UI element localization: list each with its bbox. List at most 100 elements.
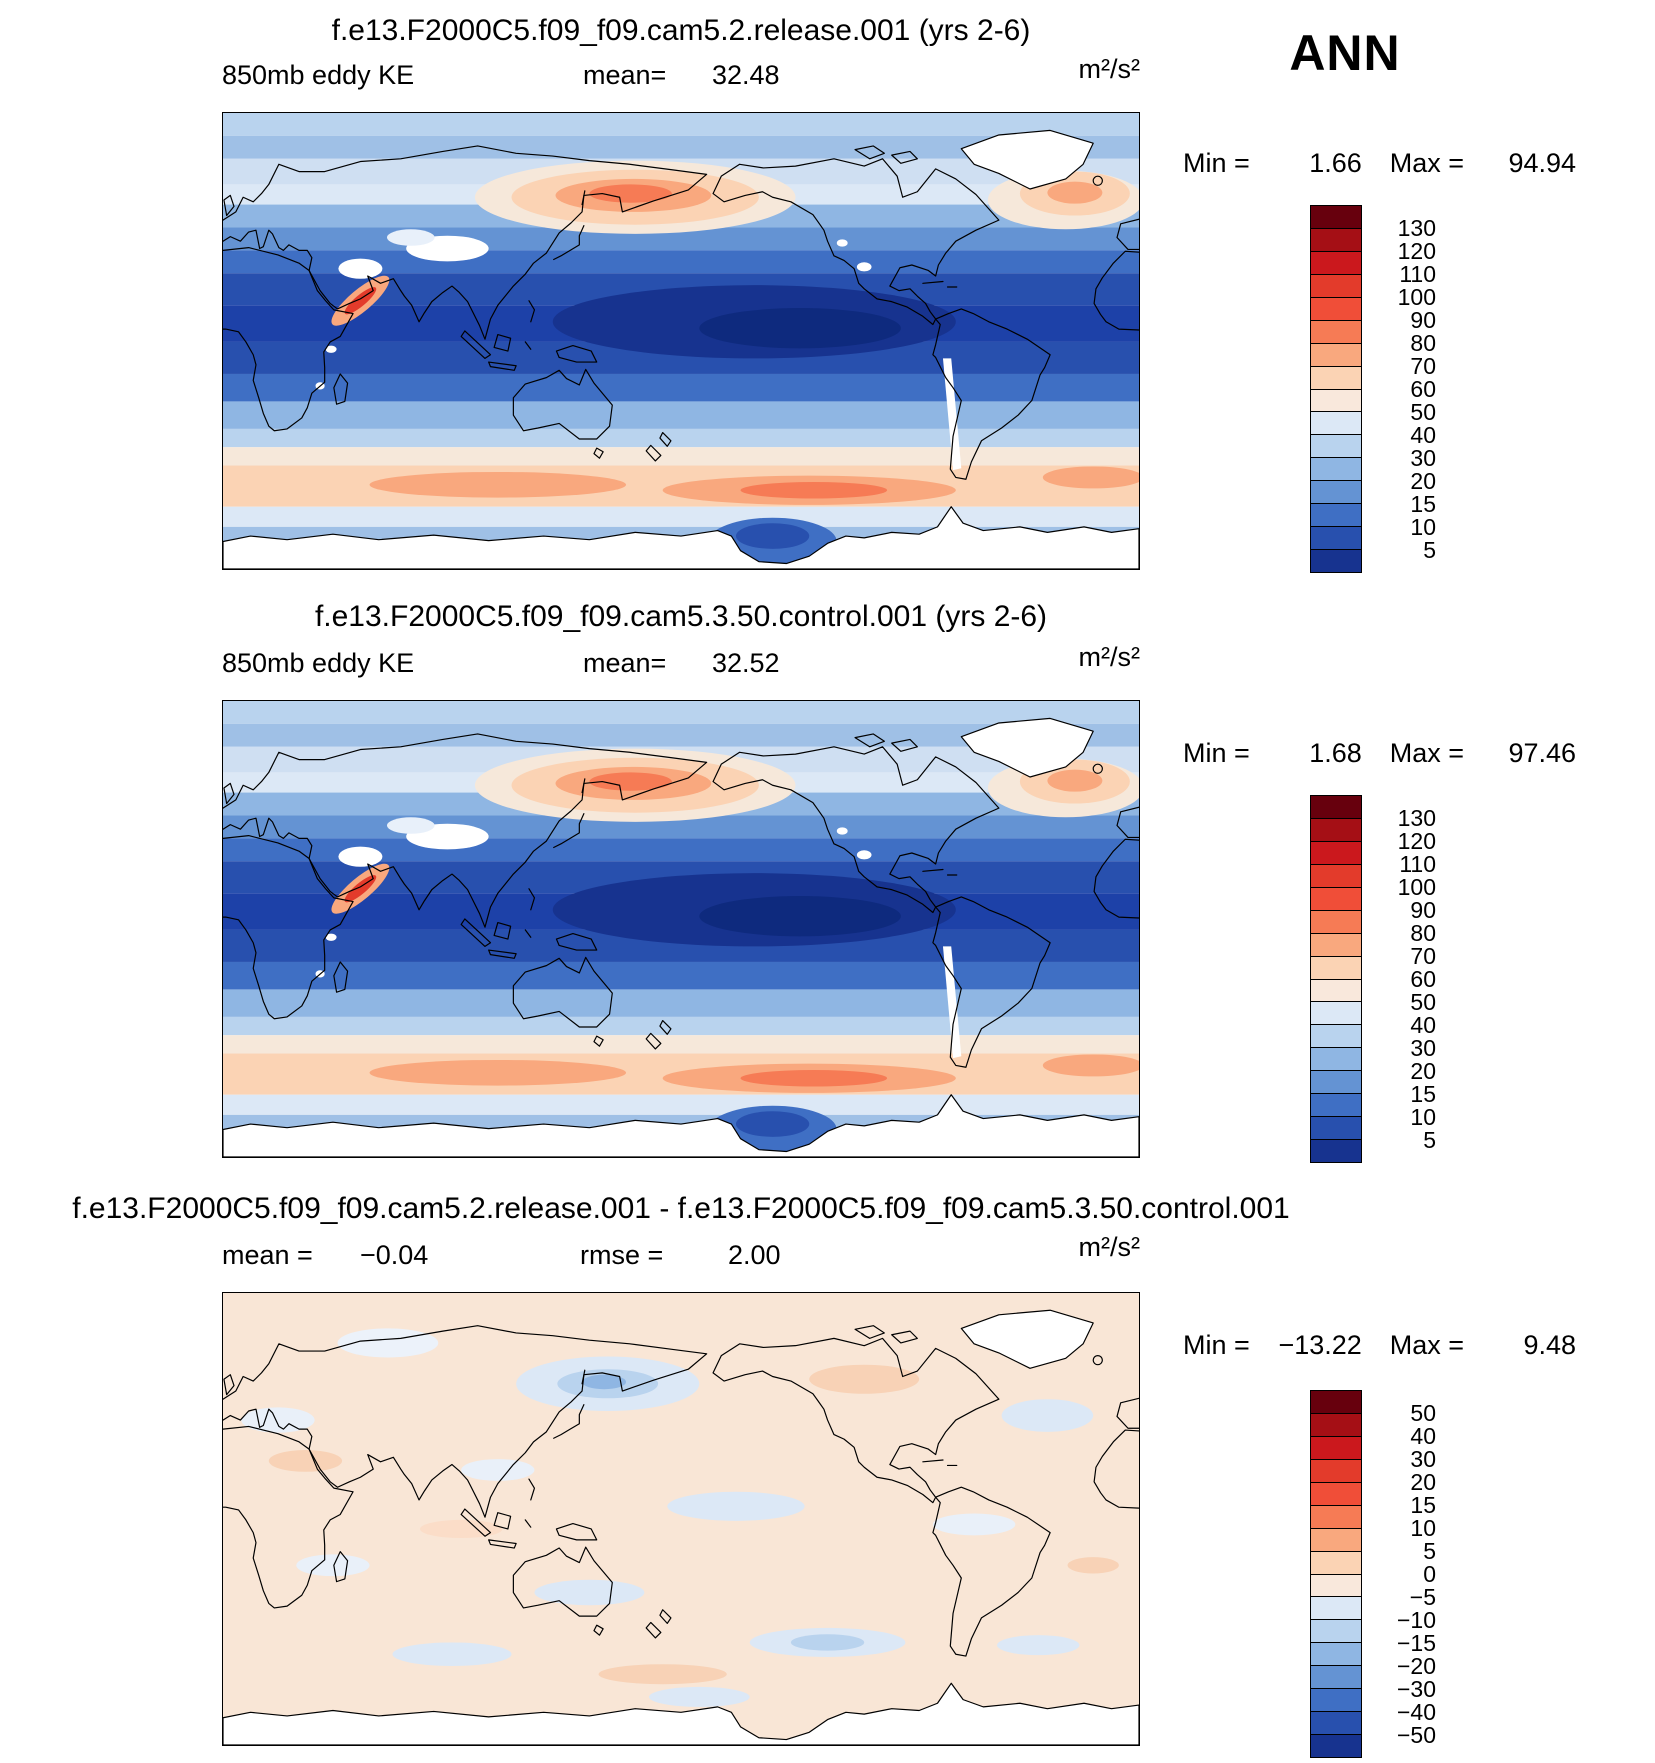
colorbar-cell: [1311, 1574, 1361, 1598]
panel3-map: [222, 1292, 1140, 1746]
panel3-max-value: 9.48: [1523, 1330, 1577, 1360]
panel1-field-label: 850mb eddy KE: [222, 60, 415, 90]
colorbar-cell: [1311, 206, 1361, 229]
colorbar-tick: 70: [1410, 352, 1436, 379]
colorbar-cell: [1311, 320, 1361, 344]
panel3-minmax: Min = −13.22 Max = 9.48: [1183, 1330, 1576, 1361]
panel2-max-value: 97.46: [1508, 738, 1577, 768]
colorbar-tick: 20: [1410, 467, 1436, 494]
colorbar-cell: [1311, 550, 1361, 572]
colorbar-cell: [1311, 527, 1361, 551]
panel2-units-label: m²/s²: [1078, 642, 1140, 672]
colorbar-cell: [1311, 1528, 1361, 1552]
panel1-mean-label: mean=: [583, 60, 667, 90]
panel2-map-plot: [223, 701, 1139, 1157]
colorbar-tick: 90: [1410, 306, 1436, 333]
panel3-min-label: Min =: [1183, 1330, 1250, 1360]
colorbar-cell: [1311, 1482, 1361, 1506]
colorbar-tick: 15: [1410, 1491, 1436, 1518]
panel1-colorbar-ticks: 130 120 110 100 90 80 70 60 50 40 30 20 15 10 5: [1374, 205, 1444, 573]
colorbar-tick: 30: [1410, 444, 1436, 471]
panel3-colorbar: 50 40 30 20 15 10 5 0 −5 −10 −15 −20 −30 −40 −50: [1310, 1390, 1450, 1758]
panel1-min-value: 1.66: [1309, 148, 1362, 178]
panel3-colorbar-cells: [1310, 1390, 1362, 1758]
colorbar-tick: 110: [1399, 260, 1436, 287]
colorbar-cell: [1311, 841, 1361, 865]
colorbar-cell: [1311, 1551, 1361, 1575]
panel1-title: f.e13.F2000C5.f09_f09.cam5.2.release.001…: [331, 14, 1031, 47]
colorbar-tick: 130: [1397, 804, 1436, 831]
colorbar-cell: [1311, 1140, 1361, 1162]
panel1-map: [222, 112, 1140, 570]
colorbar-tick: 50: [1410, 1399, 1436, 1426]
colorbar-cell: [1311, 887, 1361, 911]
panel2-title: f.e13.F2000C5.f09_f09.cam5.3.50.control.…: [314, 600, 1048, 633]
panel2-colorbar-cells: [1310, 795, 1362, 1163]
colorbar-cell: [1311, 818, 1361, 842]
colorbar-tick: 10: [1410, 1103, 1436, 1130]
colorbar-tick: 30: [1410, 1034, 1436, 1061]
colorbar-cell: [1311, 435, 1361, 459]
panel2-field-label: 850mb eddy KE: [222, 648, 415, 678]
colorbar-tick: 10: [1410, 1514, 1436, 1541]
colorbar-cell: [1311, 864, 1361, 888]
colorbar-cell: [1311, 412, 1361, 436]
colorbar-tick: 60: [1410, 375, 1436, 402]
colorbar-cell: [1311, 504, 1361, 528]
colorbar-tick: 0: [1423, 1560, 1436, 1587]
colorbar-tick: 80: [1410, 329, 1436, 356]
colorbar-tick: 40: [1410, 421, 1436, 448]
panel1-max-value: 94.94: [1508, 148, 1577, 178]
season-label: ANN: [1289, 25, 1401, 81]
colorbar-cell: [1311, 1048, 1361, 1072]
colorbar-tick: 5: [1423, 1537, 1436, 1564]
colorbar-cell: [1311, 1505, 1361, 1529]
colorbar-cell: [1311, 1620, 1361, 1644]
colorbar-cell: [1311, 1689, 1361, 1713]
colorbar-tick: −50: [1396, 1721, 1436, 1748]
colorbar-tick: 5: [1423, 536, 1436, 563]
colorbar-tick: 15: [1410, 490, 1436, 517]
colorbar-tick: 80: [1410, 919, 1436, 946]
colorbar-cell: [1311, 1735, 1361, 1757]
colorbar-cell: [1311, 481, 1361, 505]
colorbar-cell: [1311, 1117, 1361, 1141]
colorbar-cell: [1311, 1002, 1361, 1026]
panel3-rmse-label: rmse =: [580, 1240, 664, 1270]
colorbar-tick: 130: [1397, 214, 1436, 241]
colorbar-tick: −20: [1396, 1652, 1436, 1679]
colorbar-tick: 40: [1410, 1422, 1436, 1449]
panel2-min-label: Min =: [1183, 738, 1250, 768]
colorbar-tick: 90: [1410, 896, 1436, 923]
colorbar-cell: [1311, 1413, 1361, 1437]
colorbar-cell: [1311, 389, 1361, 413]
colorbar-cell: [1311, 366, 1361, 390]
colorbar-tick: 30: [1410, 1445, 1436, 1472]
colorbar-cell: [1311, 1436, 1361, 1460]
panel3-min-value: −13.22: [1278, 1330, 1362, 1360]
colorbar-tick: 100: [1397, 873, 1436, 900]
panel3-map-plot: [223, 1293, 1139, 1745]
colorbar-cell: [1311, 251, 1361, 275]
panel2-map: [222, 700, 1140, 1158]
colorbar-tick: 50: [1410, 398, 1436, 425]
panel3-max-label: Max =: [1389, 1330, 1465, 1360]
colorbar-cell: [1311, 956, 1361, 980]
colorbar-tick: −40: [1396, 1698, 1436, 1725]
colorbar-tick: 5: [1423, 1126, 1436, 1153]
colorbar-tick: 110: [1399, 850, 1436, 877]
colorbar-cell: [1311, 297, 1361, 321]
panel2-max-label: Max =: [1389, 738, 1465, 768]
colorbar-tick: −10: [1396, 1606, 1436, 1633]
panel3-units-label: m²/s²: [1078, 1232, 1140, 1262]
colorbar-cell: [1311, 458, 1361, 482]
colorbar-tick: 70: [1410, 942, 1436, 969]
colorbar-tick: 15: [1410, 1080, 1436, 1107]
colorbar-tick: −30: [1396, 1675, 1436, 1702]
colorbar-cell: [1311, 1597, 1361, 1621]
panel2-min-value: 1.68: [1309, 738, 1362, 768]
panel2-minmax: Min = 1.68 Max = 97.46: [1183, 738, 1576, 769]
panel2-colorbar: 130 120 110 100 90 80 70 60 50 40 30 20 15 10 5: [1310, 795, 1450, 1163]
panel3-rmse-value: 2.00: [728, 1240, 781, 1270]
